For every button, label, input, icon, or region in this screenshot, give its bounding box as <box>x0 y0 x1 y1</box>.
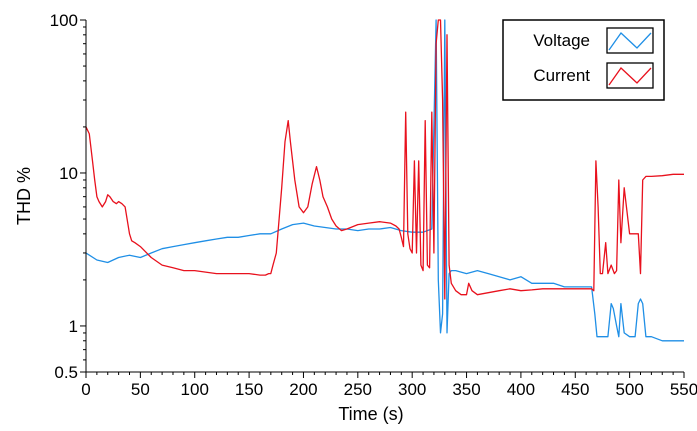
x-tick-label: 100 <box>181 380 209 399</box>
y-axis-title: THD % <box>14 167 34 225</box>
x-axis-ticks: 0 50 100 150 200 250 300 350 400 450 500 550 <box>81 372 697 399</box>
legend-line-current <box>608 67 652 86</box>
y-tick-label: 1 <box>69 317 78 336</box>
x-tick-label: 0 <box>81 380 90 399</box>
legend-swatch-voltage <box>606 27 654 54</box>
y-tick-label: 10 <box>59 164 78 183</box>
x-axis-title: Time (s) <box>338 404 403 424</box>
x-tick-label: 450 <box>561 380 589 399</box>
legend-line-voltage <box>608 32 652 51</box>
series-layer <box>85 19 684 342</box>
x-tick-label: 150 <box>235 380 263 399</box>
y-axis-ticks: 0.5 1 10 100 <box>50 11 86 382</box>
legend-box <box>502 19 665 101</box>
x-tick-label: 350 <box>452 380 480 399</box>
legend: Voltage Current <box>502 19 665 101</box>
x-tick-label: 250 <box>344 380 372 399</box>
x-tick-label: 50 <box>131 380 150 399</box>
legend-swatch-current <box>606 62 654 89</box>
x-tick-label: 550 <box>670 380 697 399</box>
legend-label-current: Current <box>533 66 590 85</box>
legend-label-voltage: Voltage <box>533 31 590 50</box>
y-tick-label: 100 <box>50 11 78 30</box>
series-line-current <box>85 19 684 300</box>
x-tick-label: 500 <box>615 380 643 399</box>
x-tick-label: 300 <box>398 380 426 399</box>
x-tick-label: 200 <box>289 380 317 399</box>
y-tick-label: 0.5 <box>54 363 78 382</box>
x-tick-label: 400 <box>507 380 535 399</box>
